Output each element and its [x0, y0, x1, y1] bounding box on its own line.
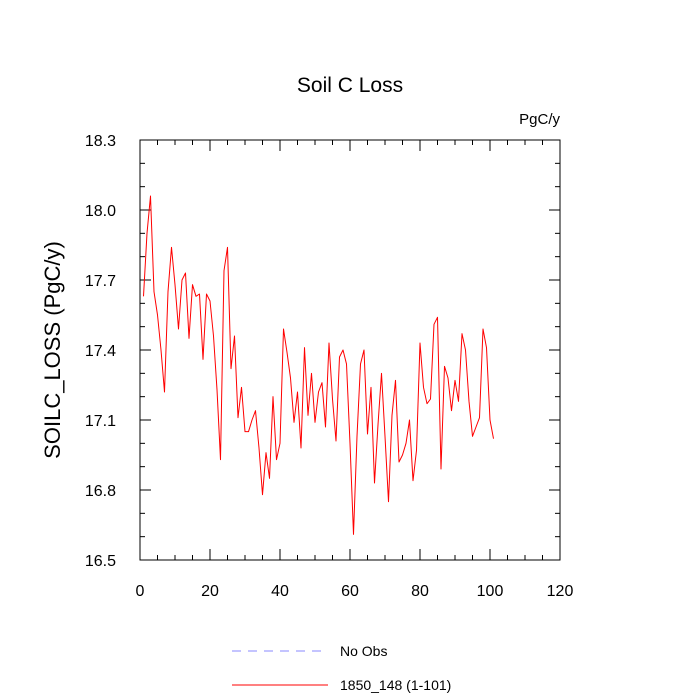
y-tick-label: 16.8 — [85, 483, 116, 500]
y-tick-label: 18.0 — [85, 203, 116, 220]
tick-labels: 0 20 40 60 80 100 120 16.5 16.8 17.1 17.4 17.7 18.0 1… — [85, 133, 574, 600]
plot-frame — [139, 139, 561, 561]
x-tick-label: 80 — [411, 583, 429, 600]
x-tick-label: 60 — [341, 583, 359, 600]
x-tick-label: 100 — [477, 583, 504, 600]
y-tick-label: 17.4 — [85, 343, 116, 360]
x-tick-label: 40 — [271, 583, 289, 600]
legend-label-no-obs: No Obs — [340, 643, 387, 659]
y-tick-label: 18.3 — [85, 133, 116, 150]
chart-title: Soil C Loss — [297, 74, 403, 97]
y-tick-label: 17.7 — [85, 273, 116, 290]
y-axis-label: SOILC_LOSS (PgC/y) — [40, 241, 65, 459]
x-tick-label: 120 — [547, 583, 574, 600]
legend-label-1850-148: 1850_148 (1-101) — [340, 677, 451, 693]
units-label: PgC/y — [519, 111, 560, 128]
x-tick-label: 20 — [201, 583, 219, 600]
x-tick-label: 0 — [136, 583, 145, 600]
series-line-1850-148 — [143, 195, 494, 535]
y-tick-label: 17.1 — [85, 413, 116, 430]
series-layer — [143, 195, 494, 535]
y-tick-label: 16.5 — [85, 553, 116, 570]
legend: No Obs 1850_148 (1-101) — [232, 643, 451, 693]
